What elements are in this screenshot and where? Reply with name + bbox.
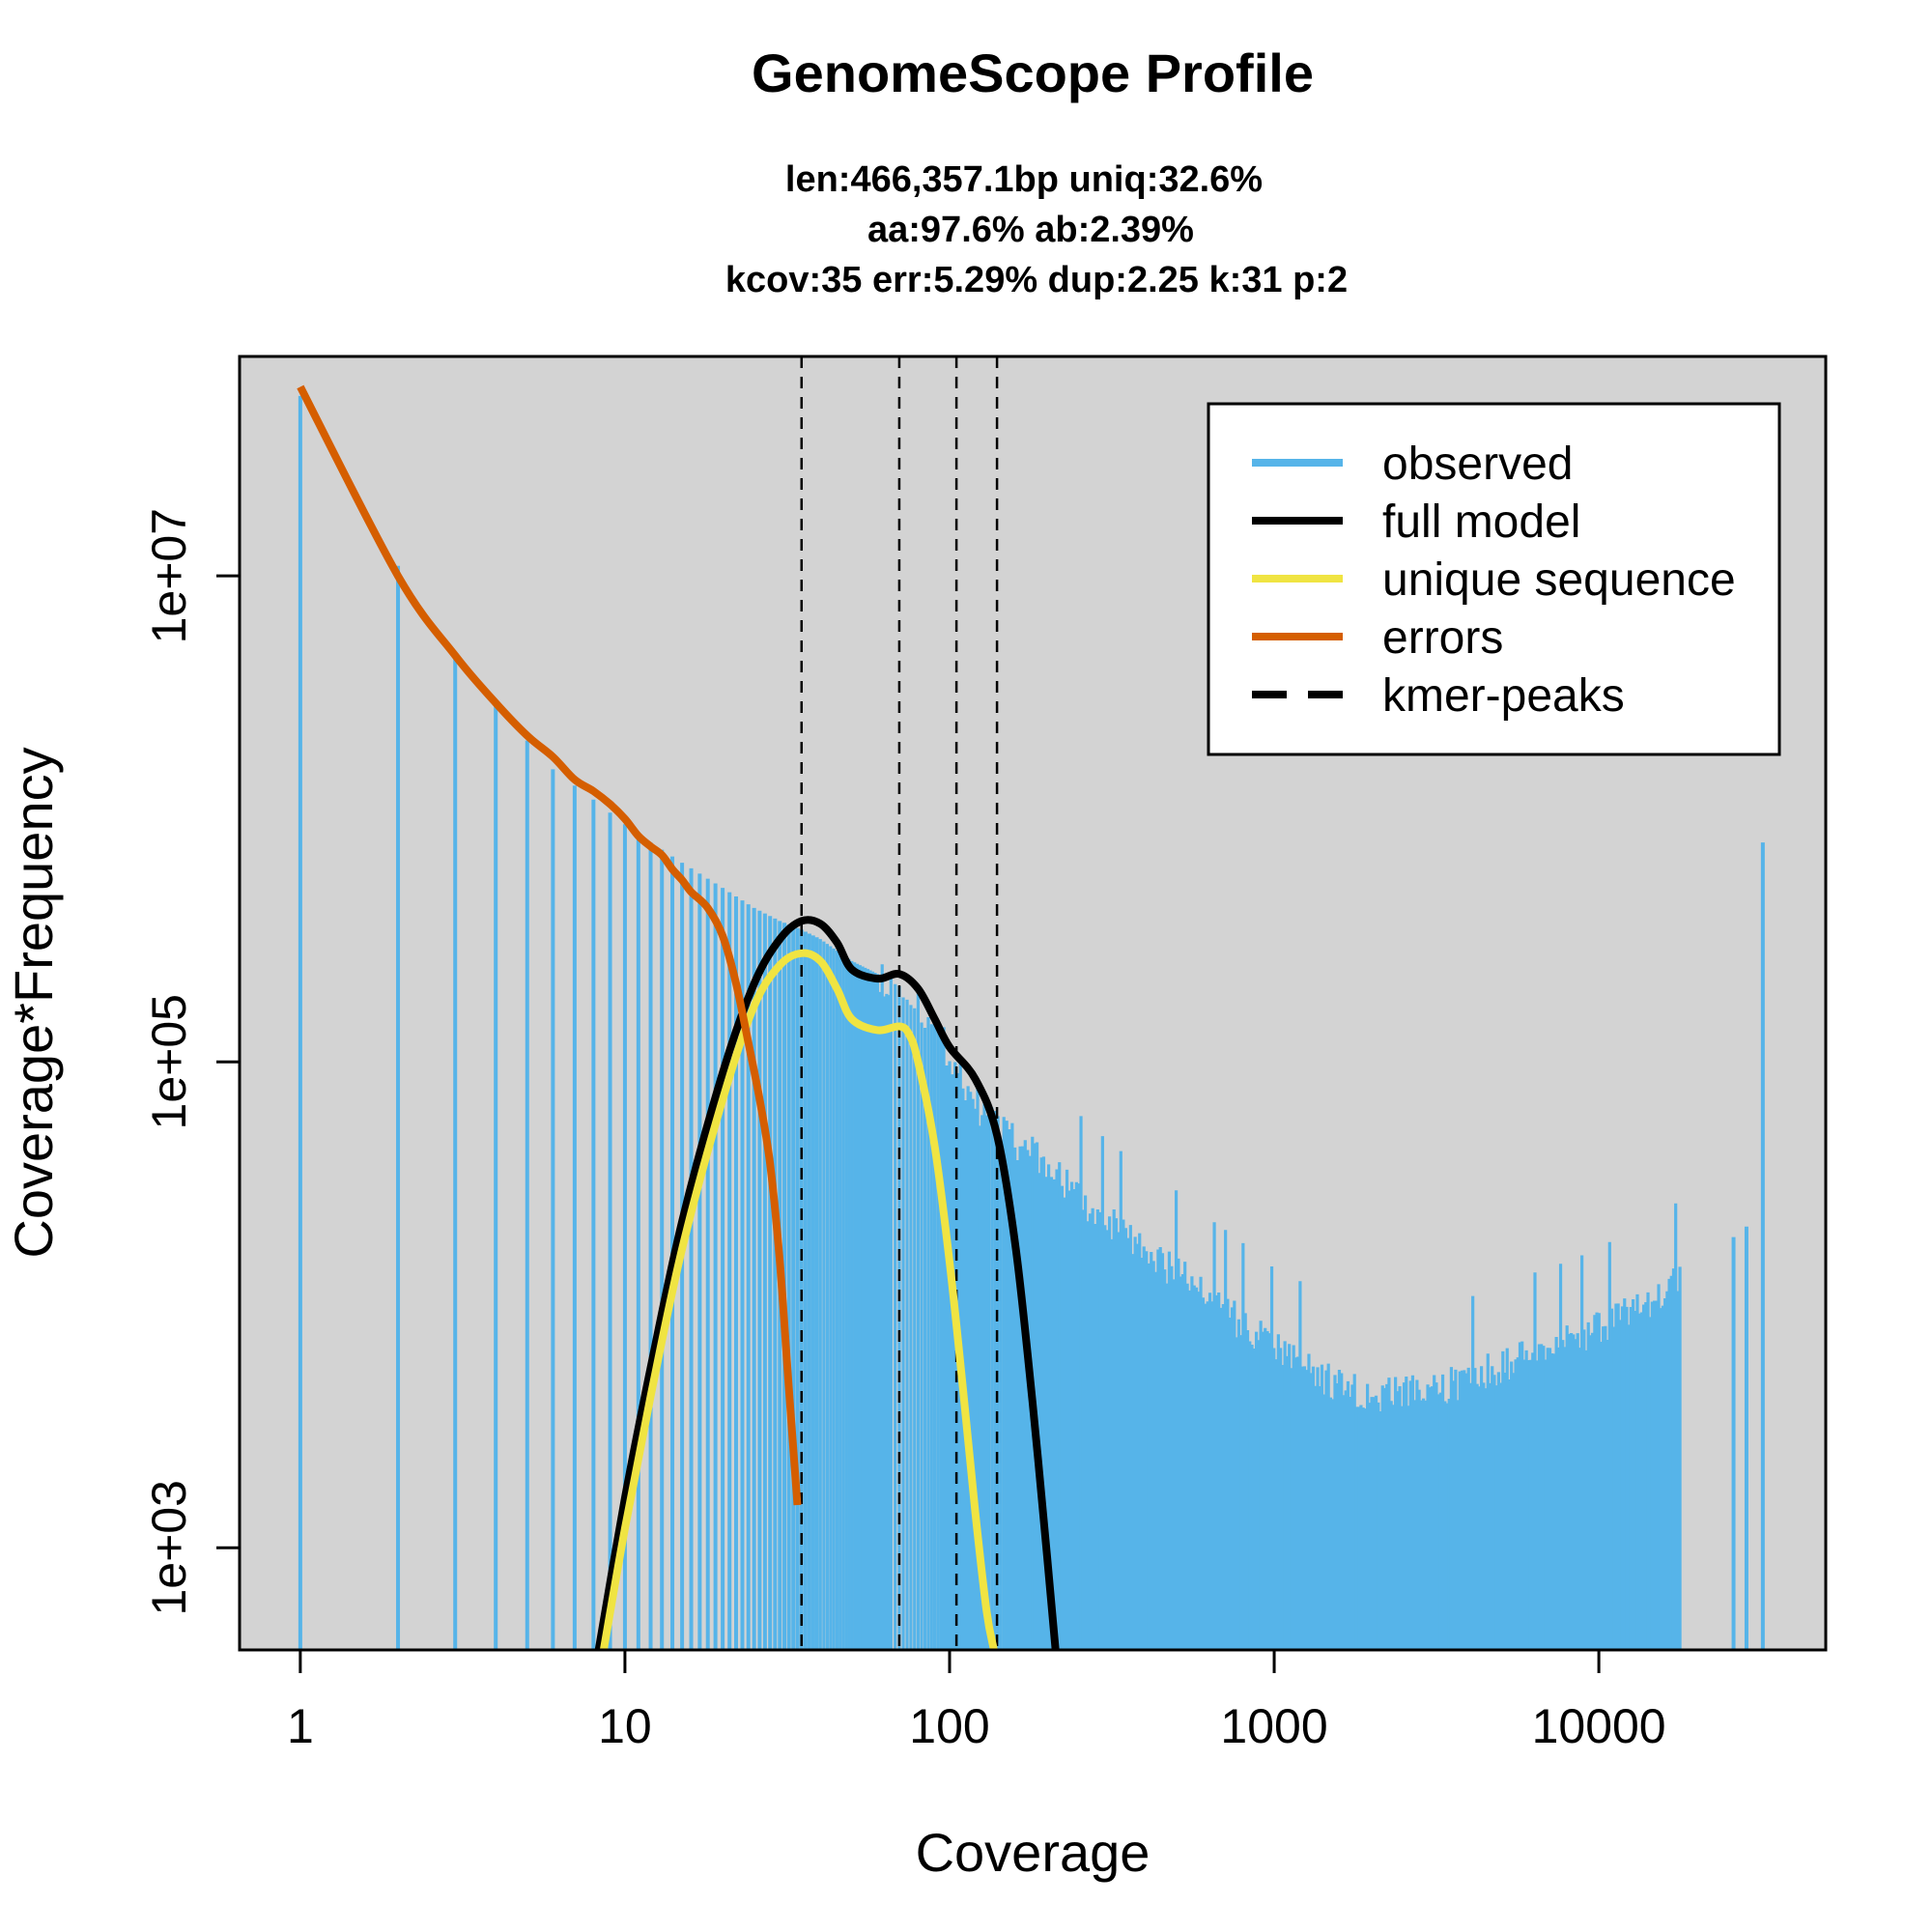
x-tick-label: 10 [598,1699,652,1753]
full-model-line [594,916,1060,1651]
chart-subtitle-line-2: aa:97.6% ab:2.39% [867,210,1194,250]
model-lines [297,384,1060,1651]
y-tick-label: 1e+07 [142,508,196,643]
chart-subtitle-line-1: len:466,357.1bp uniq:32.6% [785,159,1263,200]
x-tick-label: 100 [909,1699,989,1753]
legend-label: errors [1382,612,1503,664]
x-tick-label: 1000 [1220,1699,1327,1753]
legend-label: unique sequence [1382,554,1736,606]
legend-label: kmer-peaks [1382,670,1625,722]
chart-title: GenomeScope Profile [752,43,1314,103]
x-tick-label: 10000 [1532,1699,1666,1753]
legend: observed full model unique sequence errors k… [1207,402,1781,756]
y-axis-label: Coverage*Frequency [3,747,64,1258]
legend-label: full model [1382,497,1580,548]
chart-subtitle-line-3: kcov:35 err:5.29% dup:2.25 k:31 p:2 [725,260,1348,300]
kmer-peak-lines [800,356,999,1650]
y-axis: 1e+03 1e+05 1e+07 [142,508,240,1616]
errors-line [297,384,802,1506]
y-tick-label: 1e+05 [142,994,196,1129]
x-axis-label: Coverage [916,1822,1151,1883]
unique-sequence-line [599,949,998,1651]
y-tick-label: 1e+03 [142,1480,196,1615]
x-axis: 1 10 100 1000 10000 [287,1648,1666,1753]
x-tick-label: 1 [287,1699,314,1753]
legend-label: observed [1382,439,1573,490]
